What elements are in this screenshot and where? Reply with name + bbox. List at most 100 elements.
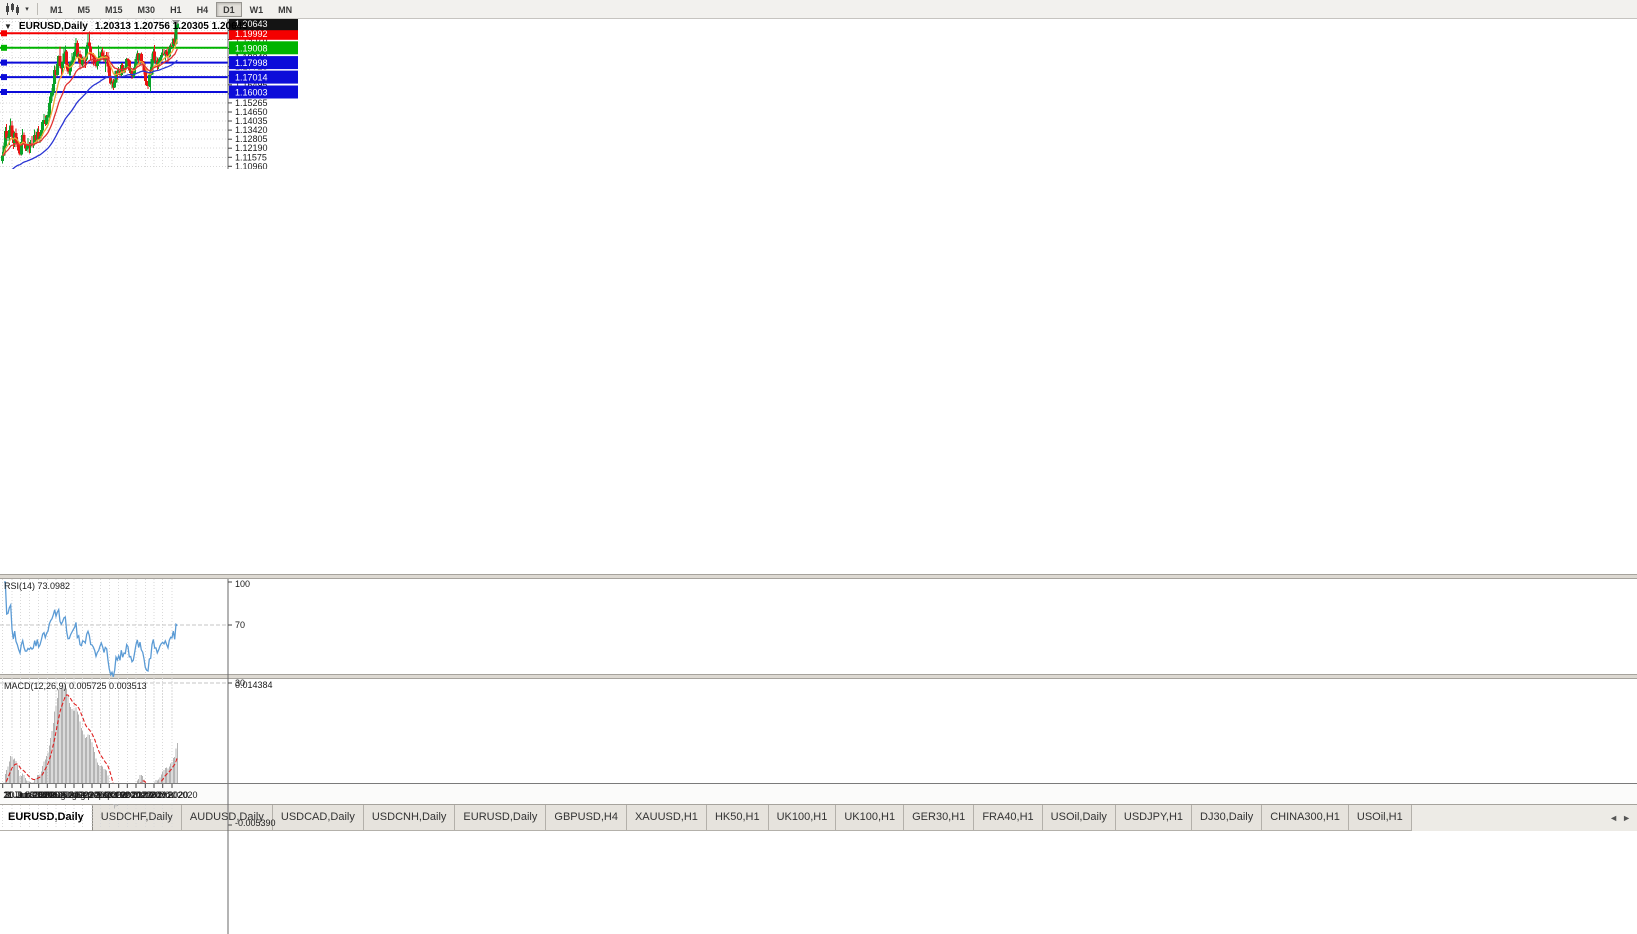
- one-click-trading-icon[interactable]: ▼: [4, 22, 12, 31]
- macd-label: MACD(12,26,9) 0.005725 0.003513: [4, 681, 147, 691]
- timeframe-button-mn[interactable]: MN: [278, 4, 293, 15]
- toolbar-separator: [37, 3, 38, 15]
- svg-text:-0.005390: -0.005390: [235, 818, 276, 828]
- level-line-handle: [1, 44, 7, 51]
- svg-text:25 Aug 2020: 25 Aug 2020: [57, 790, 108, 800]
- timeframe-toolbar: ▾ M1 M5 M15 M30 H1 H4 D1 W1 MN: [0, 0, 1637, 19]
- chart-header: ▼ EURUSD,Daily 1.20313 1.20756 1.20305 1…: [4, 21, 248, 32]
- tabs-scroll-right-icon[interactable]: ►: [1622, 813, 1631, 823]
- rsi-line: [4, 581, 178, 677]
- svg-text:1.17998: 1.17998: [235, 58, 268, 68]
- timeframe-button-m5[interactable]: M5: [77, 4, 91, 15]
- chart-tab-dj30-daily[interactable]: DJ30,Daily: [1192, 805, 1263, 831]
- svg-text:1 Oct 2020: 1 Oct 2020: [97, 790, 141, 800]
- panel-splitter-macd[interactable]: [0, 674, 1637, 679]
- svg-text:29 Oct 2020: 29 Oct 2020: [121, 790, 170, 800]
- svg-text:70: 70: [235, 620, 245, 630]
- chart-tab-usdjpy-h1[interactable]: USDJPY,H1: [1115, 805, 1193, 831]
- ma-slow: [11, 59, 178, 169]
- price-axis-labels: 1.208001.201851.195701.189551.183401.177…: [227, 19, 298, 169]
- svg-text:18 Jul 2020: 18 Jul 2020: [24, 790, 71, 800]
- level-line-handle: [1, 59, 7, 66]
- grid-layer: [0, 19, 228, 169]
- chart-title: EURUSD,Daily: [18, 21, 88, 32]
- timeframe-button-m30[interactable]: M30: [137, 4, 156, 15]
- level-line-handle: [1, 30, 7, 37]
- ma-lines: [2, 38, 178, 169]
- chart-tab-usoil-h1[interactable]: USOil,H1: [1348, 805, 1412, 831]
- current-price-badge: 1.20643: [229, 19, 298, 31]
- svg-text:1.12190: 1.12190: [235, 143, 268, 153]
- svg-text:9 Jul 2020: 9 Jul 2020: [18, 790, 60, 800]
- price-level-badge: 1.17998: [229, 56, 298, 70]
- time-axis-panel: 2 Jun 2020 11 Jun 2020 20 Jun 2020 30 Jun 2…: [0, 783, 1637, 934]
- chart-tab-xauusd-h1[interactable]: XAUUSD,H1: [626, 805, 707, 831]
- svg-text:1.13420: 1.13420: [235, 125, 268, 135]
- timeframe-button-d1[interactable]: D1: [216, 1, 242, 17]
- chart-type-icon[interactable]: [3, 1, 21, 17]
- chart-tab-eurusd-daily[interactable]: EURUSD,Daily: [455, 805, 547, 831]
- price-level-badge: 1.16003: [229, 85, 298, 99]
- chart-window: 1.208001.201851.195701.189551.183401.177…: [0, 19, 1637, 934]
- level-line-handle: [1, 74, 7, 81]
- chart-tab-usdcnh-daily[interactable]: USDCNH,Daily: [363, 805, 456, 831]
- svg-text:17 Nov 2020: 17 Nov 2020: [137, 790, 188, 800]
- main-chart-canvas[interactable]: 1.208001.201851.195701.189551.183401.177…: [0, 19, 300, 169]
- chart-tab-usdcad-daily[interactable]: USDCAD,Daily: [272, 805, 364, 831]
- svg-text:100: 100: [235, 579, 250, 589]
- svg-text:1.20643: 1.20643: [235, 19, 268, 29]
- svg-text:2 Jun 2020: 2 Jun 2020: [6, 790, 51, 800]
- chart-tab-uk100-h1[interactable]: UK100,H1: [768, 805, 837, 831]
- timeframe-button-w1[interactable]: W1: [249, 4, 264, 15]
- timeframe-button-m15[interactable]: M15: [105, 4, 123, 15]
- svg-text:7 Nov 2020: 7 Nov 2020: [131, 790, 177, 800]
- svg-text:28 Jul 2020: 28 Jul 2020: [33, 790, 80, 800]
- svg-text:1.19008: 1.19008: [235, 43, 268, 53]
- chart-tab-usoil-daily[interactable]: USOil,Daily: [1042, 805, 1116, 831]
- svg-text:1.11575: 1.11575: [235, 152, 267, 162]
- tabs-scroll-left-icon[interactable]: ◄: [1609, 813, 1619, 823]
- chart-shift-marker-icon: [172, 20, 180, 26]
- svg-text:1.17014: 1.17014: [235, 73, 268, 83]
- chart-tab-audusd-daily[interactable]: AUDUSD,Daily: [181, 805, 273, 831]
- macd-panel: 0.0143840.00-0.005390 MACD(12,26,9) 0.00…: [0, 679, 1637, 829]
- level-line-handle: [1, 89, 7, 95]
- chart-tabs: EURUSD,Daily USDCHF,Daily AUDUSD,Daily USDC…: [0, 805, 1603, 831]
- candlestick-chart-icon: [6, 3, 19, 15]
- tabs-scroll-controls: ◄ ►: [1603, 805, 1637, 831]
- svg-text:10 Oct 2020: 10 Oct 2020: [103, 790, 152, 800]
- chart-tab-fra40-h1[interactable]: FRA40,H1: [974, 805, 1043, 831]
- svg-text:30 Jun 2020: 30 Jun 2020: [5, 790, 55, 800]
- chart-ohlc-readout: 1.20313 1.20756 1.20305 1.20643: [94, 21, 248, 32]
- panel-splitter-rsi[interactable]: [0, 574, 1637, 579]
- svg-text:15 Aug 2020: 15 Aug 2020: [49, 790, 100, 800]
- rsi-panel-canvas[interactable]: 100 70 30: [0, 579, 300, 729]
- svg-text:1.12805: 1.12805: [235, 134, 268, 144]
- svg-text:6 Aug 2020: 6 Aug 2020: [43, 790, 89, 800]
- main-chart-panel: 1.208001.201851.195701.189551.183401.177…: [0, 19, 1637, 574]
- macd-panel-canvas[interactable]: 0.0143840.00-0.005390: [0, 679, 300, 829]
- rsi-label: RSI(14) 73.0982: [4, 581, 71, 591]
- svg-text:1.14035: 1.14035: [235, 116, 268, 126]
- svg-text:12 Sep 2020: 12 Sep 2020: [75, 790, 126, 800]
- timeframe-button-h1[interactable]: H1: [170, 4, 182, 15]
- svg-text:0.014384: 0.014384: [235, 680, 273, 690]
- price-level-badge: 1.19008: [229, 41, 298, 55]
- chart-tab-uk100-h1[interactable]: UK100,H1: [836, 805, 905, 831]
- chart-tab-gbpusd-h4[interactable]: GBPUSD,H4: [546, 805, 627, 831]
- chart-type-dropdown-icon[interactable]: ▾: [25, 6, 29, 13]
- rsi-panel: 100 70 30 RSI(14) 73.0982: [0, 579, 1637, 729]
- timeframe-buttons-group: M1 M5 M15 M30 H1 H4 D1 W1 MN: [43, 1, 299, 17]
- chart-tab-china300-h1[interactable]: CHINA300,H1: [1262, 805, 1349, 831]
- svg-text:20 Oct 2020: 20 Oct 2020: [111, 790, 160, 800]
- chart-tab-ger30-h1[interactable]: GER30,H1: [904, 805, 975, 831]
- chart-tab-hk50-h1[interactable]: HK50,H1: [706, 805, 769, 831]
- svg-text:1.15265: 1.15265: [235, 98, 268, 108]
- svg-text:1.16495: 1.16495: [235, 80, 268, 90]
- timeframe-button-h4[interactable]: H4: [196, 4, 209, 15]
- svg-text:22 Sep 2020: 22 Sep 2020: [84, 790, 135, 800]
- timeframe-button-m1[interactable]: M1: [50, 4, 63, 15]
- price-level-badge: 1.17014: [229, 70, 298, 84]
